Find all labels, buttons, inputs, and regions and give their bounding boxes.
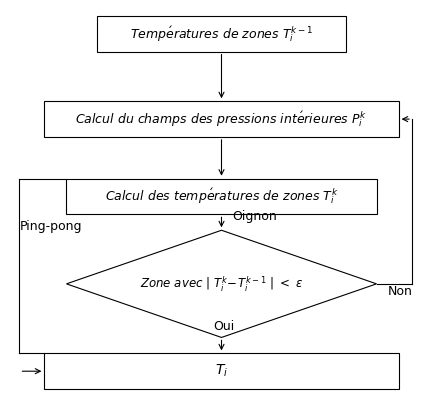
Text: $T_i$: $T_i$ — [215, 363, 228, 380]
Text: $\mathit{Temp\acute{e}ratures\ de\ zones\ }T_i^{k-1}$: $\mathit{Temp\acute{e}ratures\ de\ zones… — [130, 24, 313, 44]
Text: $\mathit{Calcul\ des\ temp\acute{e}ratures\ de\ zones\ }T_i^k$: $\mathit{Calcul\ des\ temp\acute{e}ratur… — [105, 187, 338, 206]
Text: $\mathit{Calcul\ du\ champs\ des\ pressions\ int\acute{e}rieures\ }P_i^k$: $\mathit{Calcul\ du\ champs\ des\ pressi… — [75, 109, 368, 129]
FancyBboxPatch shape — [66, 179, 377, 214]
FancyBboxPatch shape — [97, 16, 346, 52]
Text: Ping-pong: Ping-pong — [20, 220, 82, 233]
Text: Oui: Oui — [213, 320, 234, 333]
Text: $\mathit{Zone\ avec\ |\ T_i^k\!-\!T_i^{k-1}\ |\ <\ \varepsilon}$: $\mathit{Zone\ avec\ |\ T_i^k\!-\!T_i^{k… — [140, 274, 303, 294]
Text: Oignon: Oignon — [233, 210, 277, 223]
FancyBboxPatch shape — [44, 101, 399, 137]
Polygon shape — [66, 230, 377, 337]
FancyBboxPatch shape — [44, 353, 399, 389]
Text: Non: Non — [388, 285, 412, 298]
